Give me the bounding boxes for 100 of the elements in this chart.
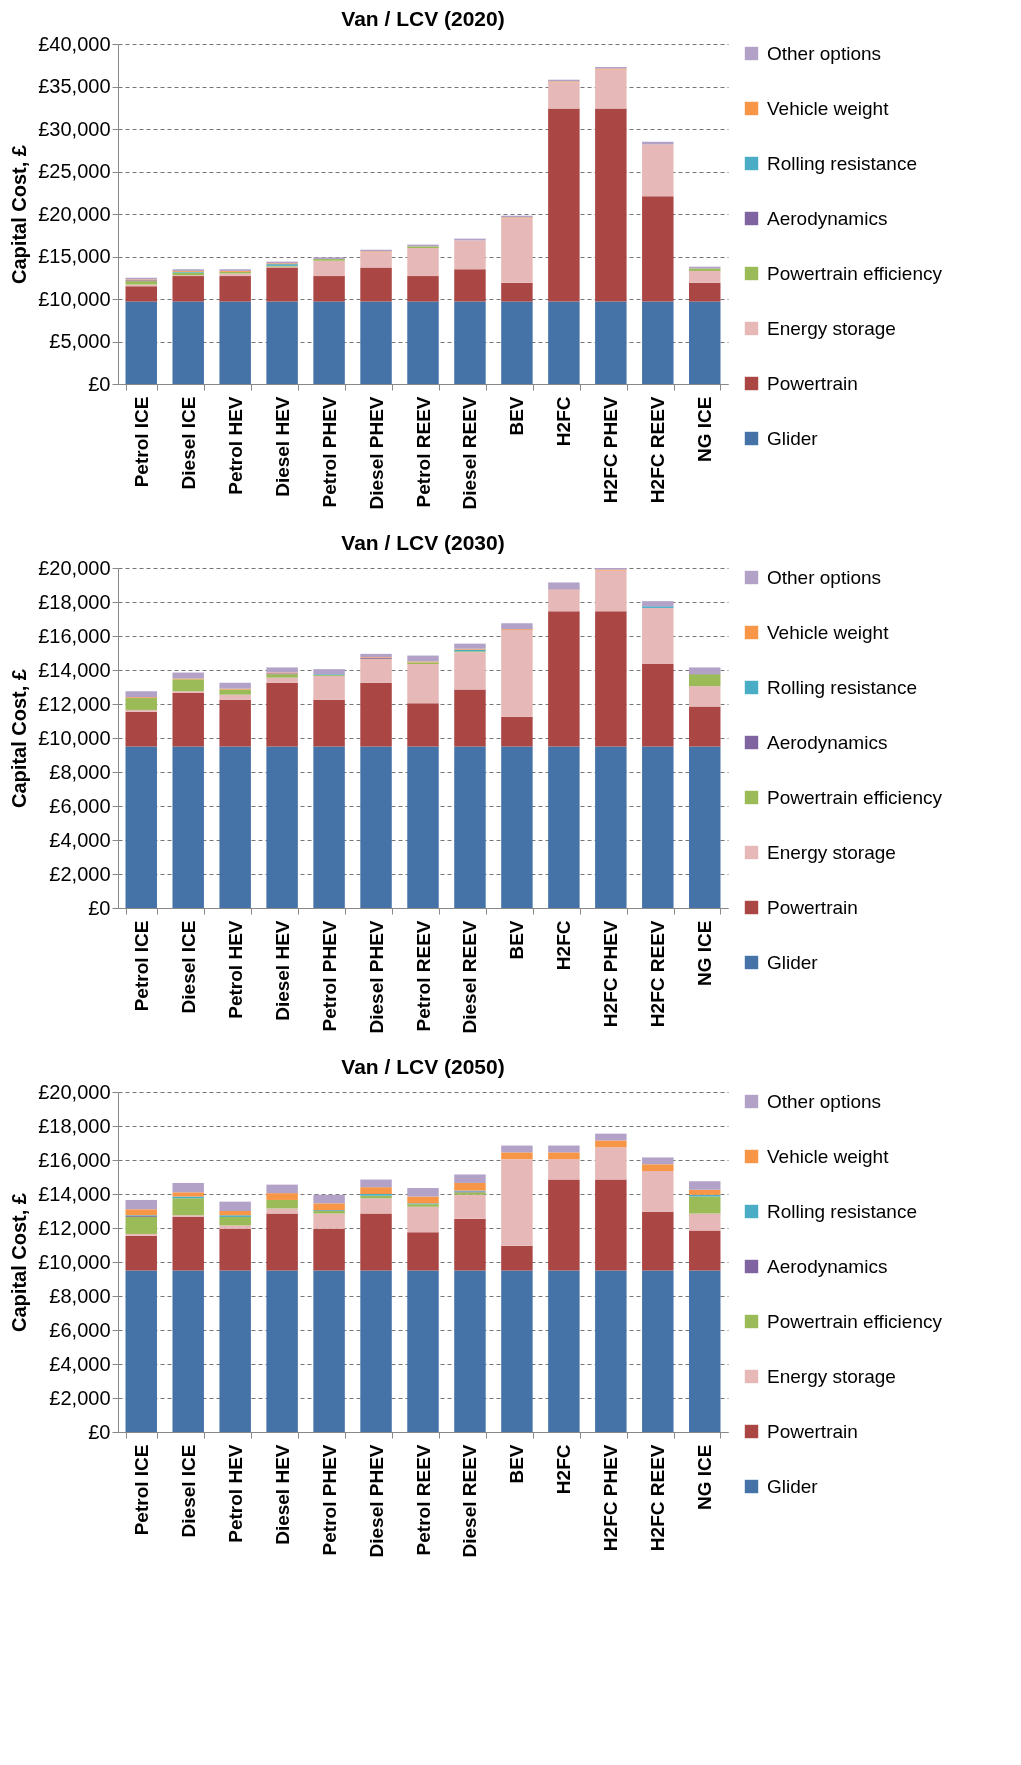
x-tick-label: Diesel HEV <box>271 396 293 497</box>
legend-label: Aerodynamics <box>767 1255 888 1277</box>
y-axis-title: Capital Cost, £ <box>8 1193 31 1332</box>
x-tick-label: Petrol REEV <box>412 920 434 1032</box>
x-tick-label: Diesel ICE <box>177 1444 199 1538</box>
x-tick-label: H2FC PHEV <box>600 1444 622 1552</box>
legend-label: Aerodynamics <box>767 731 888 753</box>
x-tick-label: H2FC <box>553 920 575 971</box>
x-tick-label: Diesel PHEV <box>365 396 387 510</box>
y-tick-label: £4,000 <box>49 828 111 851</box>
x-tick-label: H2FC REEV <box>647 396 669 504</box>
x-tick-label: Petrol ICE <box>130 396 152 488</box>
y-tick-label: £0 <box>88 372 111 395</box>
legend-label: Powertrain <box>767 372 858 394</box>
legend-label: Other options <box>767 566 882 588</box>
chart-title: Van / LCV (2020) <box>341 7 505 30</box>
y-tick-label: £10,000 <box>38 1250 111 1273</box>
x-tick-label: Petrol HEV <box>224 920 246 1019</box>
y-tick-label: £0 <box>88 896 111 919</box>
legend-label: Other options <box>767 1090 882 1112</box>
x-tick-label: Petrol REEV <box>412 1444 434 1556</box>
y-tick-label: £12,000 <box>38 1216 111 1239</box>
y-tick-label: £35,000 <box>38 75 111 97</box>
x-tick-label: H2FC REEV <box>647 1444 669 1552</box>
y-axis-title: Capital Cost, £ <box>8 145 31 284</box>
y-axis-title: Capital Cost, £ <box>8 669 31 808</box>
y-tick-label: £18,000 <box>38 1114 111 1137</box>
x-tick-label: NG ICE <box>694 1444 716 1510</box>
legend-label: Aerodynamics <box>767 207 888 229</box>
legend-label: Powertrain <box>767 896 858 918</box>
y-tick-label: £2,000 <box>49 1386 111 1409</box>
x-tick-label: H2FC <box>553 1444 575 1495</box>
y-tick-label: £16,000 <box>38 624 111 647</box>
x-tick-label: Diesel ICE <box>177 396 199 490</box>
legend-label: Rolling resistance <box>767 676 917 698</box>
x-tick-label: H2FC <box>553 396 575 447</box>
x-tick-label: Petrol REEV <box>412 396 434 508</box>
y-tick-label: £16,000 <box>38 1148 111 1171</box>
y-tick-label: £25,000 <box>38 160 111 182</box>
y-tick-label: £20,000 <box>38 1080 111 1103</box>
legend-label: Powertrain efficiency <box>767 262 943 284</box>
x-tick-label: Petrol PHEV <box>318 920 340 1032</box>
y-tick-label: £10,000 <box>38 726 111 749</box>
x-tick-label: BEV <box>506 396 528 436</box>
y-tick-label: £2,000 <box>49 862 111 885</box>
x-tick-label: BEV <box>506 920 528 960</box>
legend-label: Energy storage <box>767 317 896 339</box>
x-tick-label: Petrol PHEV <box>318 1444 340 1556</box>
y-tick-label: £30,000 <box>38 117 111 140</box>
legend-label: Energy storage <box>767 841 896 863</box>
chart-title: Van / LCV (2030) <box>341 531 505 554</box>
y-tick-label: £15,000 <box>38 245 111 267</box>
legend-label: Powertrain efficiency <box>767 786 943 808</box>
y-tick-label: £8,000 <box>49 1284 111 1307</box>
legend-label: Rolling resistance <box>767 152 917 174</box>
x-tick-label: BEV <box>506 1444 528 1484</box>
y-tick-label: £18,000 <box>38 590 111 613</box>
legend-label: Glider <box>767 1475 819 1497</box>
legend-label: Glider <box>767 951 819 973</box>
x-tick-label: Petrol ICE <box>130 920 152 1012</box>
y-tick-label: £8,000 <box>49 760 111 783</box>
chart-title: Van / LCV (2050) <box>341 1055 505 1078</box>
legend-label: Vehicle weight <box>767 621 890 643</box>
x-tick-label: H2FC REEV <box>647 920 669 1028</box>
legend-label: Vehicle weight <box>767 97 890 119</box>
y-tick-label: £20,000 <box>38 556 111 579</box>
x-tick-label: Diesel HEV <box>271 920 293 1021</box>
x-tick-label: Diesel REEV <box>459 396 481 510</box>
y-tick-label: £4,000 <box>49 1352 111 1375</box>
x-tick-label: NG ICE <box>694 396 716 462</box>
y-tick-label: £14,000 <box>38 1182 111 1205</box>
x-tick-label: Diesel PHEV <box>365 1444 387 1558</box>
y-tick-label: £0 <box>88 1420 111 1443</box>
x-tick-label: Diesel HEV <box>271 1444 293 1545</box>
y-tick-label: £14,000 <box>38 658 111 681</box>
y-tick-label: £6,000 <box>49 794 111 817</box>
x-tick-label: Petrol PHEV <box>318 396 340 508</box>
y-tick-label: £10,000 <box>38 287 111 310</box>
legend-label: Powertrain <box>767 1420 858 1442</box>
x-tick-label: Petrol HEV <box>224 1444 246 1543</box>
legend-label: Rolling resistance <box>767 1200 917 1222</box>
x-tick-label: Diesel REEV <box>459 920 481 1034</box>
x-tick-label: NG ICE <box>694 920 716 986</box>
legend-label: Other options <box>767 42 882 64</box>
x-tick-label: H2FC PHEV <box>600 920 622 1028</box>
y-tick-label: £6,000 <box>49 1318 111 1341</box>
legend-label: Glider <box>767 427 819 449</box>
y-tick-label: £5,000 <box>49 330 111 352</box>
x-tick-label: Diesel REEV <box>459 1444 481 1558</box>
x-tick-label: Petrol HEV <box>224 396 246 495</box>
x-tick-label: H2FC PHEV <box>600 396 622 504</box>
y-tick-label: £12,000 <box>38 692 111 715</box>
legend-label: Powertrain efficiency <box>767 1310 943 1332</box>
y-tick-label: £40,000 <box>38 32 111 55</box>
x-tick-label: Diesel ICE <box>177 920 199 1014</box>
x-tick-label: Petrol ICE <box>130 1444 152 1536</box>
legend-label: Energy storage <box>767 1365 896 1387</box>
y-tick-label: £20,000 <box>38 202 111 225</box>
legend-label: Vehicle weight <box>767 1145 890 1167</box>
x-tick-label: Diesel PHEV <box>365 920 387 1034</box>
